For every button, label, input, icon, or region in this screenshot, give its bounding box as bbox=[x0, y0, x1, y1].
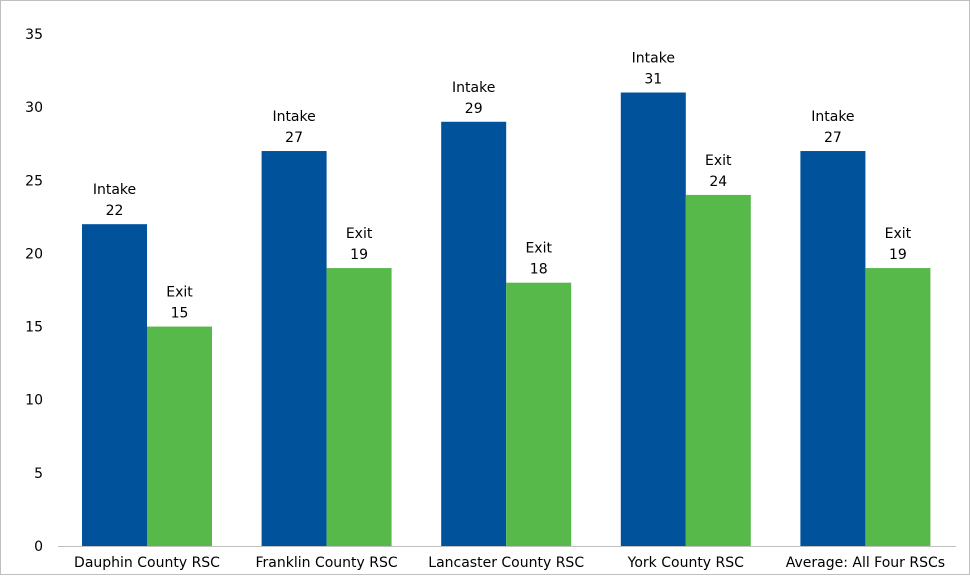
bar-intake-3 bbox=[620, 92, 686, 546]
bar-intake-0 bbox=[82, 224, 147, 546]
bar-exit-1 bbox=[326, 268, 392, 546]
data-label-series-name: Exit bbox=[705, 153, 732, 169]
data-label-series-name: Intake bbox=[632, 51, 675, 67]
data-label-value: 24 bbox=[709, 174, 727, 190]
data-label-series-name: Intake bbox=[452, 80, 495, 96]
y-axis: 0 5 10 15 20 25 30 35 bbox=[25, 27, 43, 555]
bar-exit-4 bbox=[865, 268, 931, 546]
data-label-series-name: Exit bbox=[885, 226, 912, 242]
y-tick-label: 5 bbox=[34, 466, 43, 482]
y-tick-label: 0 bbox=[34, 539, 43, 555]
x-category-label: Dauphin County RSC bbox=[74, 555, 220, 571]
y-tick-label: 25 bbox=[25, 173, 43, 189]
bar-intake-1 bbox=[261, 151, 327, 546]
x-category-label: York County RSC bbox=[627, 555, 744, 571]
data-label-value: 22 bbox=[106, 203, 124, 219]
data-label-series-name: Intake bbox=[93, 182, 136, 198]
bar-exit-0 bbox=[147, 326, 212, 546]
data-label-series-name: Intake bbox=[272, 109, 315, 125]
y-tick-label: 20 bbox=[25, 246, 43, 262]
data-label-series-name: Exit bbox=[525, 241, 552, 257]
bar-intake-2 bbox=[441, 121, 507, 547]
data-label-value: 31 bbox=[644, 72, 662, 88]
data-label-value: 29 bbox=[465, 101, 483, 117]
data-labels: Intake 22 Exit 15 Intake 27 Exit 19 Intake 29 Exit… bbox=[93, 51, 912, 322]
data-label-series-name: Intake bbox=[811, 109, 854, 125]
y-tick-label: 15 bbox=[25, 320, 43, 336]
bar-exit-3 bbox=[685, 194, 751, 546]
y-tick-label: 35 bbox=[25, 27, 43, 43]
y-tick-label: 10 bbox=[25, 393, 43, 409]
data-label-value: 27 bbox=[824, 130, 842, 146]
bars bbox=[82, 92, 931, 547]
data-label-value: 27 bbox=[285, 130, 303, 146]
data-label-value: 19 bbox=[889, 247, 907, 263]
data-label-value: 19 bbox=[350, 247, 368, 263]
data-label-value: 15 bbox=[171, 306, 189, 322]
x-category-label: Lancaster County RSC bbox=[428, 555, 584, 571]
data-label-series-name: Exit bbox=[166, 285, 193, 301]
x-axis: Dauphin County RSC Franklin County RSC Lan… bbox=[58, 546, 956, 571]
x-category-label: Franklin County RSC bbox=[256, 555, 398, 571]
x-category-label: Average: All Four RSCs bbox=[786, 555, 945, 571]
data-label-series-name: Exit bbox=[346, 226, 373, 242]
y-tick-label: 30 bbox=[25, 100, 43, 116]
bar-exit-2 bbox=[506, 282, 572, 546]
data-label-value: 18 bbox=[530, 262, 548, 278]
bar-intake-4 bbox=[800, 151, 866, 546]
